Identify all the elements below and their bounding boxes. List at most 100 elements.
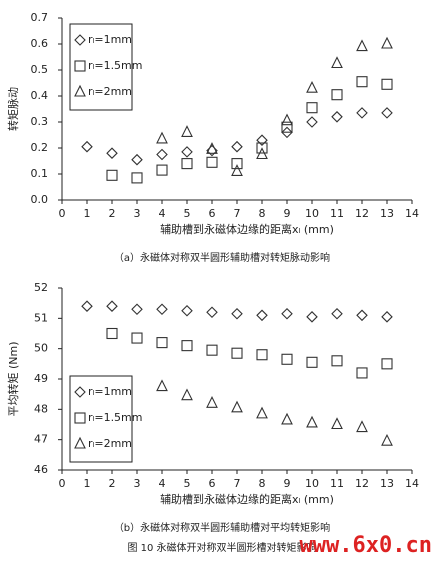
- legend-label: rₗ=1.5mm: [88, 59, 143, 72]
- y-tick-label: 0.0: [31, 193, 49, 206]
- point: [306, 311, 318, 323]
- x-tick-label: 2: [109, 477, 116, 490]
- point: [131, 153, 143, 166]
- x-tick-label: 1: [84, 477, 91, 490]
- point: [256, 142, 268, 154]
- point: [306, 415, 318, 428]
- point: [256, 134, 268, 146]
- point: [74, 412, 86, 424]
- point: [106, 327, 118, 340]
- point: [181, 158, 193, 170]
- point: [181, 304, 193, 317]
- x-tick-label: 3: [134, 207, 141, 220]
- point: [231, 158, 243, 170]
- y-tick-label: 52: [34, 281, 48, 294]
- point: [231, 140, 243, 153]
- point: [306, 356, 318, 368]
- point: [331, 355, 343, 367]
- point: [331, 111, 343, 123]
- point: [106, 169, 118, 181]
- point: [331, 417, 343, 430]
- point: [281, 308, 293, 320]
- point: [74, 84, 86, 97]
- x-tick-label: 9: [284, 207, 291, 220]
- point: [356, 309, 368, 322]
- x-axis-label: 辅助槽到永磁体边缘的距离xₗ (mm): [160, 492, 334, 506]
- point: [181, 125, 193, 137]
- chart-caption: （a）永磁体对称双半圆形辅助槽对转矩脉动影响: [114, 251, 330, 264]
- point: [181, 388, 193, 401]
- y-tick-label: 0.7: [31, 11, 49, 24]
- y-tick-label: 50: [34, 342, 48, 355]
- point: [256, 147, 268, 160]
- legend-label: rₗ=1mm: [88, 33, 132, 46]
- point: [231, 308, 243, 320]
- x-axis-label: 辅助槽到永磁体边缘的距离xₗ (mm): [160, 222, 334, 236]
- x-tick-label: 3: [134, 477, 141, 490]
- y-tick-label: 48: [34, 402, 48, 415]
- x-tick-label: 4: [159, 207, 166, 220]
- x-tick-label: 5: [184, 207, 191, 220]
- point: [356, 420, 368, 433]
- y-tick-label: 0.4: [31, 89, 49, 102]
- point: [81, 140, 93, 153]
- point: [281, 113, 293, 126]
- x-tick-label: 12: [355, 477, 369, 490]
- x-tick-label: 9: [284, 477, 291, 490]
- x-tick-label: 8: [259, 477, 266, 490]
- x-tick-label: 13: [380, 477, 394, 490]
- point: [206, 396, 218, 408]
- point: [231, 400, 243, 413]
- point: [181, 340, 193, 352]
- y-tick-label: 0.2: [31, 141, 49, 154]
- point: [156, 379, 168, 392]
- y-tick-label: 0.6: [31, 37, 49, 50]
- y-axis-label: 转矩脉动: [6, 87, 20, 131]
- x-tick-label: 0: [59, 477, 66, 490]
- y-tick-label: 0.5: [31, 63, 49, 76]
- point: [206, 344, 218, 356]
- x-tick-label: 7: [234, 477, 241, 490]
- legend-label: rₗ=2mm: [88, 437, 132, 450]
- point: [256, 349, 268, 361]
- point: [74, 436, 86, 449]
- point: [306, 80, 318, 93]
- x-tick-label: 0: [59, 207, 66, 220]
- point: [74, 386, 86, 398]
- point: [356, 367, 368, 379]
- point: [156, 337, 168, 349]
- figure-caption: 图 10 永磁体开对称双半圆形槽对转矩影响: [127, 541, 316, 554]
- point: [281, 412, 293, 425]
- x-tick-label: 12: [355, 207, 369, 220]
- x-tick-label: 8: [259, 207, 266, 220]
- point: [206, 142, 218, 154]
- chart-caption: （b）永磁体对称双半圆形辅助槽对平均转矩影响: [114, 521, 330, 534]
- point: [381, 107, 393, 119]
- y-tick-label: 0.3: [31, 115, 49, 128]
- chart: 0.00.10.20.30.40.50.60.70 1 2 3 4 5 6 7 8 9 10 11 12…: [6, 11, 419, 264]
- x-tick-label: 5: [184, 477, 191, 490]
- watermark: www.6x0.cn: [300, 533, 432, 558]
- point: [106, 300, 118, 312]
- point: [381, 78, 393, 90]
- x-tick-label: 6: [209, 477, 216, 490]
- point: [206, 306, 218, 319]
- point: [356, 107, 368, 119]
- point: [306, 102, 318, 114]
- legend-label: rₗ=2mm: [88, 85, 132, 98]
- point: [356, 39, 368, 52]
- point: [231, 164, 243, 176]
- point: [281, 121, 293, 133]
- point: [356, 76, 368, 88]
- point: [74, 60, 86, 72]
- y-axis-label: 平均转矩 (Nm): [6, 341, 20, 416]
- point: [256, 309, 268, 322]
- legend-label: rₗ=1.5mm: [88, 411, 143, 424]
- point: [331, 56, 343, 69]
- x-tick-label: 10: [305, 207, 319, 220]
- point: [106, 147, 118, 159]
- legend-label: rₗ=1mm: [88, 385, 132, 398]
- point: [181, 146, 193, 158]
